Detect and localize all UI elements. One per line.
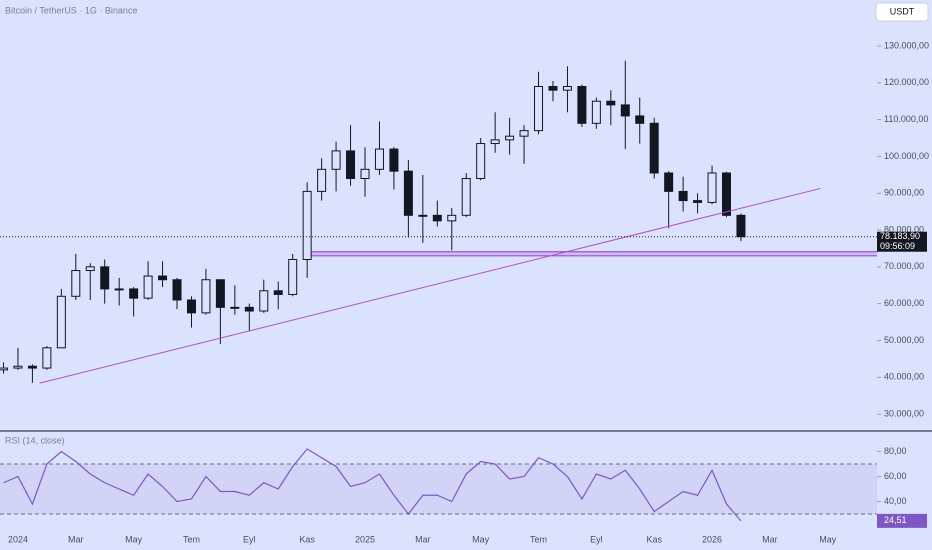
y-tick-label: 110.000,00	[884, 114, 928, 124]
y-tick-label: 130.000,00	[884, 40, 929, 50]
candle-body	[273, 290, 283, 295]
candle-body	[158, 275, 168, 281]
countdown: 09:56:09	[880, 241, 915, 251]
candle-body	[42, 347, 52, 369]
candle-body	[534, 85, 544, 132]
candle-body	[317, 168, 327, 192]
rsi-value-box	[877, 513, 927, 528]
candle-body	[562, 85, 572, 91]
rsi-band	[0, 464, 877, 514]
candle-body	[620, 104, 630, 117]
x-tick-label: Tem	[183, 534, 200, 544]
y-tick-label: 100.000,00	[884, 151, 929, 161]
rsi-value-label: 24,51	[884, 515, 907, 525]
candle-body	[389, 148, 399, 172]
x-tick-label: 2025	[355, 534, 375, 544]
price-label: 78.183,90	[880, 231, 920, 241]
x-tick-label: 2026	[702, 534, 722, 544]
trendline	[39, 187, 821, 384]
y-tick-label: 90.000,00	[884, 188, 924, 198]
candle-body	[591, 100, 601, 124]
y-tick-label: 80,00	[884, 446, 907, 456]
rsi-label: RSI (14, close)	[5, 435, 65, 445]
candle-body	[85, 266, 95, 272]
candle-body	[664, 172, 674, 192]
x-tick-label: Eyl	[243, 534, 256, 544]
candle-body	[432, 214, 442, 222]
candle-body	[230, 306, 240, 309]
candle-body	[707, 172, 717, 203]
candle-body	[259, 290, 269, 312]
candle-body	[693, 200, 703, 203]
y-tick-label: 60,00	[884, 471, 907, 481]
x-tick-label: Mar	[762, 534, 778, 544]
chart-title: Bitcoin / TetherUS · 1G · Binance	[5, 5, 137, 15]
y-tick-label: 70.000,00	[884, 261, 924, 271]
y-tick-label: 30.000,00	[884, 408, 924, 418]
candle-body	[403, 170, 413, 216]
candle-body	[476, 143, 486, 180]
candle-body	[505, 135, 515, 141]
candle-body	[360, 168, 370, 180]
candle-body	[186, 299, 196, 314]
x-tick-label: 2024	[8, 534, 28, 544]
candle-body	[649, 122, 659, 174]
candle-body	[56, 295, 66, 349]
candle-body	[548, 85, 558, 91]
candle-body	[244, 306, 254, 312]
y-tick-label: 60.000,00	[884, 298, 924, 308]
candle-body	[172, 279, 182, 301]
candle-body	[288, 258, 298, 295]
y-tick-label: 120.000,00	[884, 77, 929, 87]
y-tick-label: 80.000,00	[884, 224, 924, 234]
candle-body	[418, 214, 428, 217]
candle-body	[71, 270, 81, 297]
candle-body	[722, 172, 731, 216]
x-tick-label: Tem	[530, 534, 547, 544]
candle-body	[215, 279, 225, 308]
candle-body	[490, 139, 500, 145]
y-tick-label: 40.000,00	[884, 372, 924, 382]
candle-body	[331, 150, 341, 170]
candle-body	[678, 190, 688, 202]
candle-body	[302, 190, 312, 260]
candle-body	[635, 115, 645, 124]
rsi-line	[3, 448, 742, 522]
candle-body	[0, 367, 8, 371]
currency-button[interactable]	[875, 2, 929, 22]
x-tick-label: May	[472, 534, 490, 544]
candle-body	[201, 279, 211, 314]
candle-body	[13, 365, 23, 369]
candle-body	[143, 275, 153, 299]
candle-body	[519, 130, 529, 137]
x-tick-label: Mar	[68, 534, 84, 544]
currency-label[interactable]: USDT	[890, 6, 915, 16]
y-tick-label: 50.000,00	[884, 335, 924, 345]
x-tick-label: May	[819, 534, 837, 544]
x-tick-label: Mar	[415, 534, 431, 544]
candle-body	[374, 148, 384, 170]
candle-body	[447, 214, 457, 222]
support-zone	[304, 251, 877, 256]
candle-body	[27, 365, 37, 369]
y-tick-label: 40,00	[884, 496, 907, 506]
x-tick-label: Eyl	[590, 534, 603, 544]
x-tick-label: Kas	[299, 534, 315, 544]
x-tick-label: Kas	[646, 534, 662, 544]
candle-body	[114, 288, 124, 291]
price-box	[877, 231, 927, 252]
candle-body	[461, 178, 471, 216]
candle-body	[346, 150, 356, 180]
candle-body	[100, 266, 110, 290]
candle-body	[129, 288, 139, 299]
x-tick-label: May	[125, 534, 143, 544]
candle-body	[736, 214, 746, 238]
candle-body	[577, 85, 587, 124]
candle-body	[606, 100, 616, 106]
